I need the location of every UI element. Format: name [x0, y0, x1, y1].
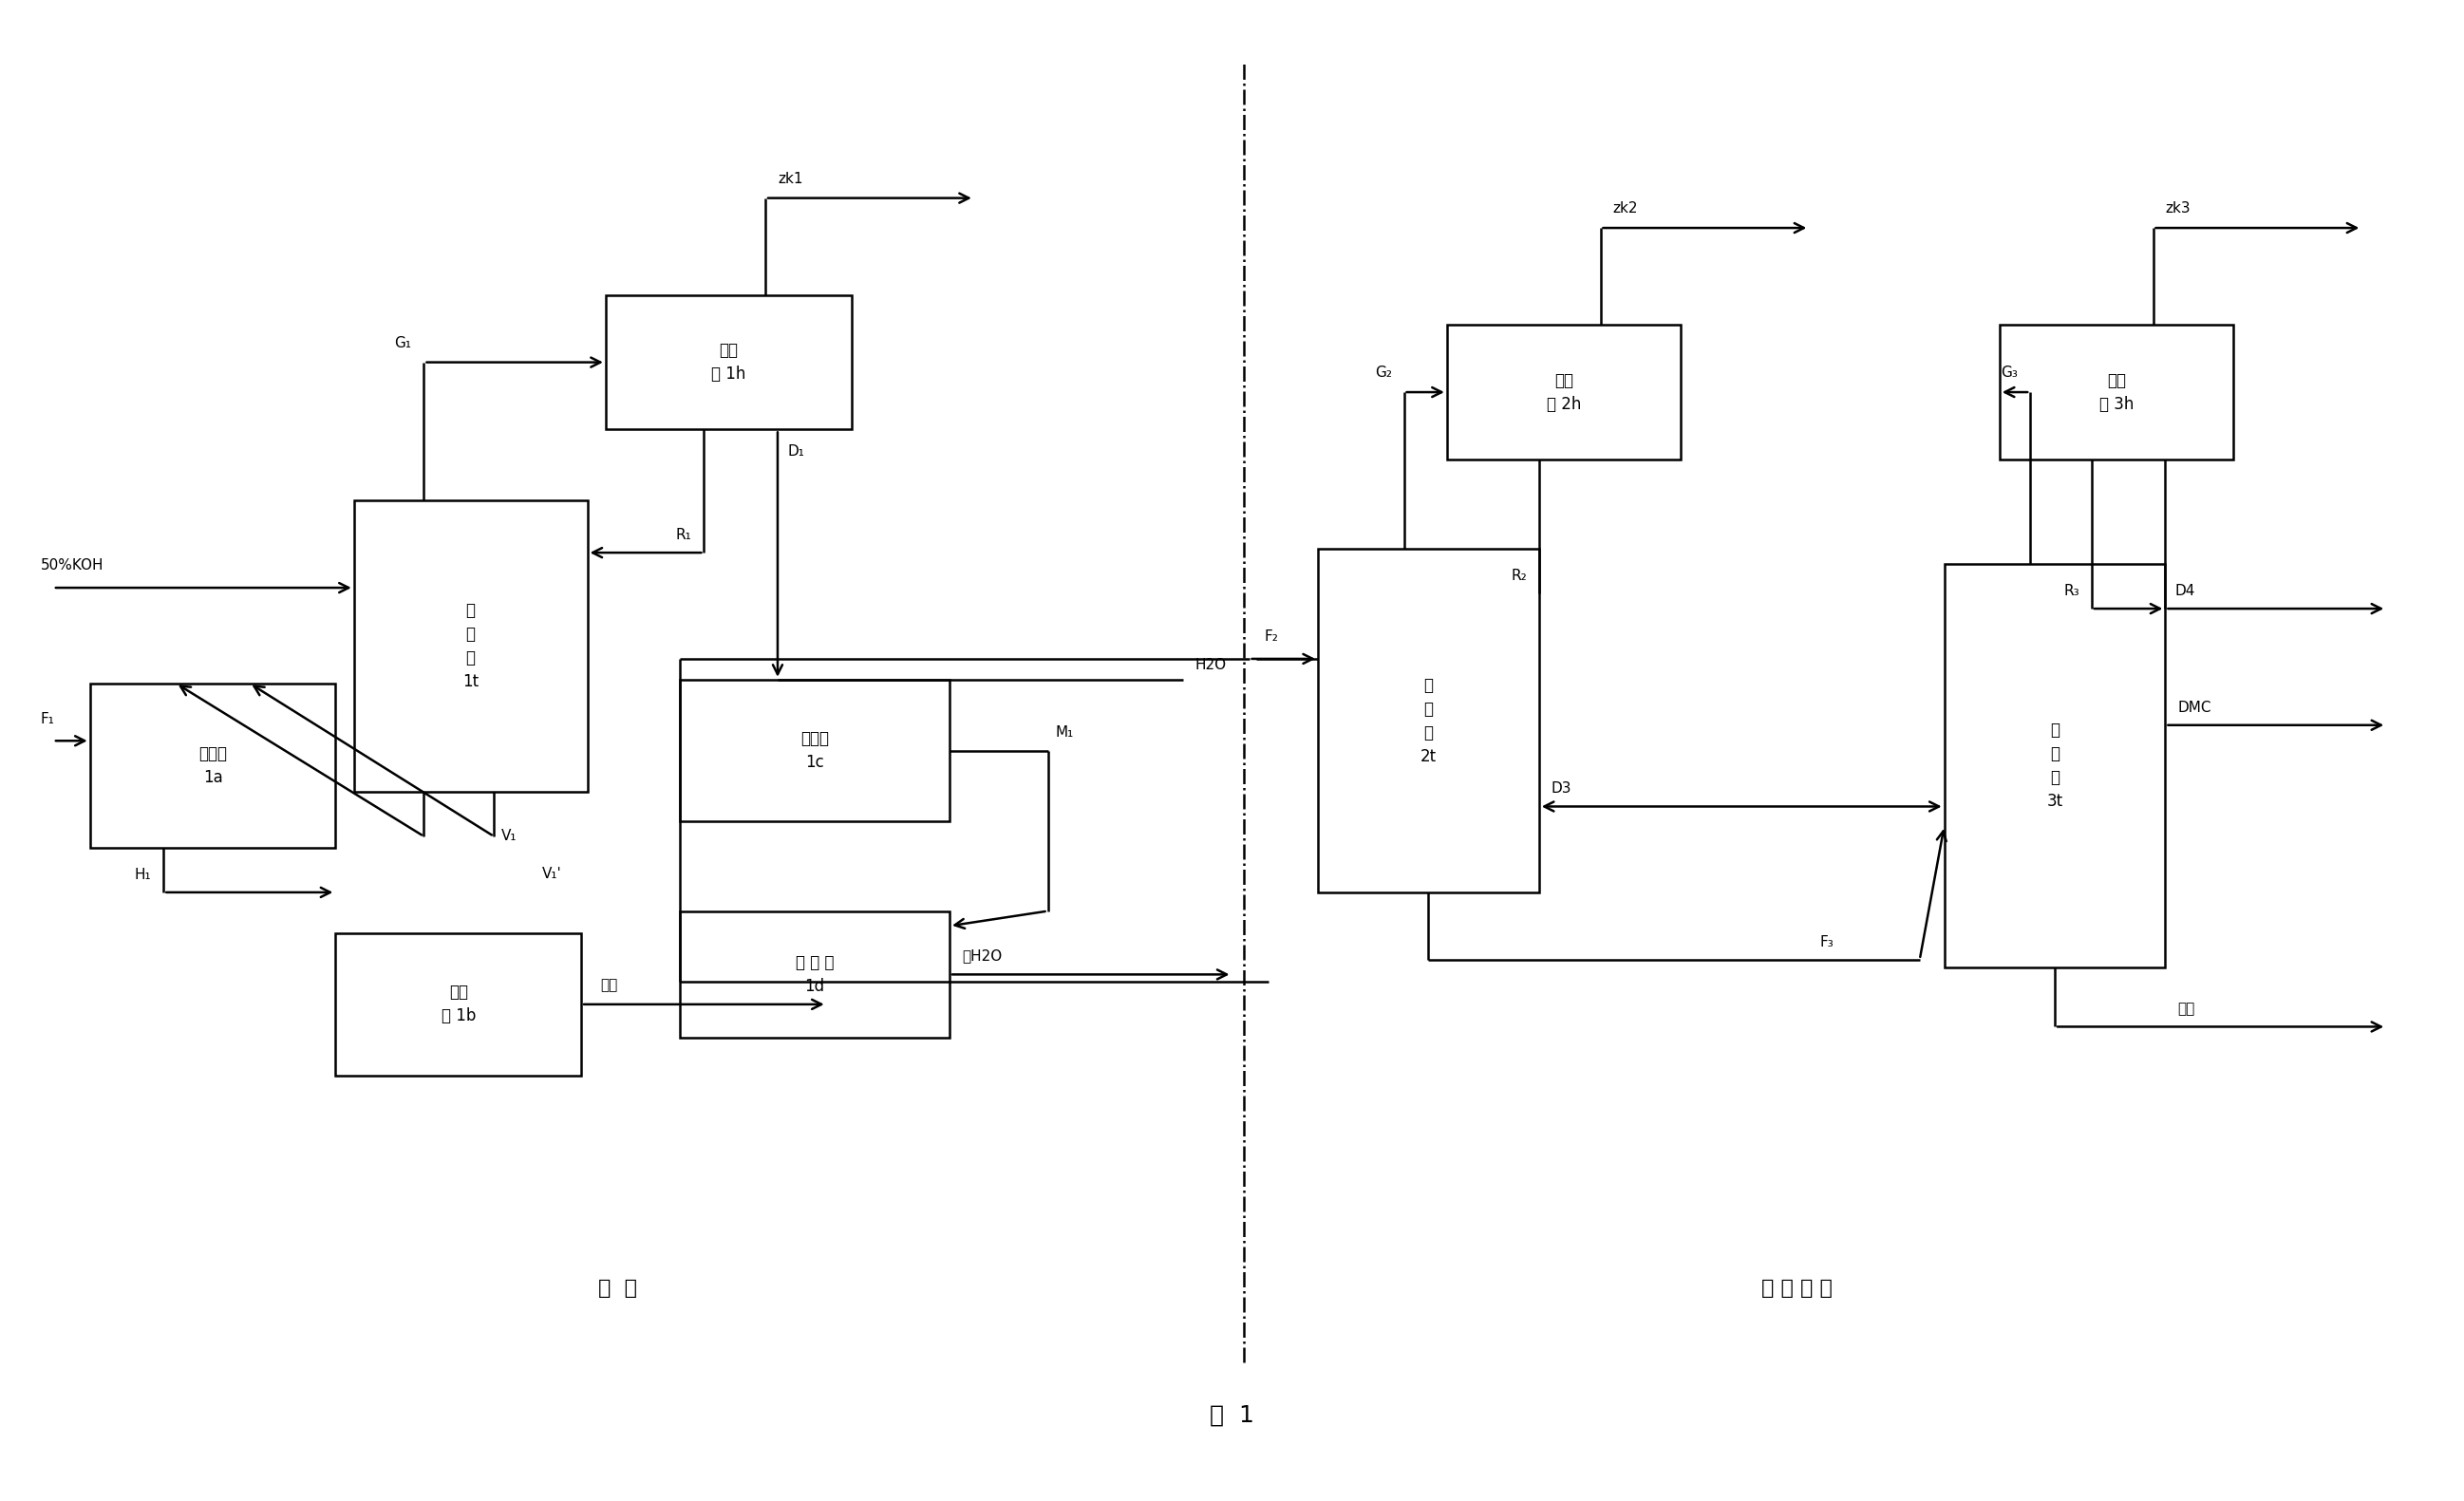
Text: F₃: F₃	[1821, 935, 1833, 949]
Text: 冷凝
器 2h: 冷凝 器 2h	[1547, 372, 1582, 413]
Text: 冷凝
器 3h: 冷凝 器 3h	[2099, 372, 2134, 413]
Text: R₂: R₂	[1510, 569, 1528, 584]
Text: 废渣: 废渣	[601, 979, 618, 992]
Text: 裂  解: 裂 解	[599, 1279, 638, 1297]
Text: 逼干
釜 1b: 逼干 釜 1b	[441, 985, 476, 1025]
Bar	[335, 934, 582, 1075]
Text: V₁': V₁'	[542, 866, 562, 881]
Text: DMC: DMC	[2178, 701, 2210, 714]
Text: D4: D4	[2176, 584, 2195, 599]
Text: V₁: V₁	[500, 829, 517, 844]
Bar	[1318, 549, 1540, 892]
Text: R₃: R₃	[2062, 584, 2080, 599]
Text: 分 水 器
1d: 分 水 器 1d	[796, 955, 833, 995]
Text: 脱
高
塔
3t: 脱 高 塔 3t	[2048, 722, 2062, 809]
Text: G₃: G₃	[2001, 366, 2018, 380]
Text: 裂解釜
1a: 裂解釜 1a	[200, 744, 227, 787]
Bar	[89, 683, 335, 848]
Text: zk2: zk2	[1614, 201, 1639, 216]
Bar	[355, 500, 586, 791]
Text: D3: D3	[1552, 782, 1572, 796]
Bar	[1944, 564, 2166, 967]
Text: G₂: G₂	[1375, 366, 1392, 380]
Text: D₁: D₁	[788, 444, 803, 459]
Text: 水煮釜
1c: 水煮釜 1c	[801, 729, 828, 772]
Text: 环 体 蒸 馏: 环 体 蒸 馏	[1762, 1279, 1833, 1297]
Bar	[1998, 326, 2232, 459]
Bar	[680, 911, 949, 1037]
Text: H2O: H2O	[1195, 657, 1227, 672]
Bar	[606, 296, 850, 429]
Text: H₁: H₁	[136, 868, 150, 883]
Bar	[1446, 326, 1680, 459]
Text: R₁: R₁	[675, 528, 692, 542]
Text: 裂
解
塔
1t: 裂 解 塔 1t	[463, 602, 478, 690]
Text: 图  1: 图 1	[1210, 1403, 1254, 1426]
Text: 冷凝
器 1h: 冷凝 器 1h	[712, 342, 747, 383]
Bar	[680, 680, 949, 821]
Text: F₁: F₁	[42, 711, 54, 726]
Text: G₁: G₁	[394, 336, 411, 350]
Text: zk1: zk1	[779, 173, 803, 186]
Text: zk3: zk3	[2166, 201, 2190, 216]
Text: F₂: F₂	[1264, 629, 1279, 644]
Text: M₁: M₁	[1055, 726, 1074, 740]
Text: 废H2O: 废H2O	[961, 949, 1003, 962]
Text: 脱
低
塔
2t: 脱 低 塔 2t	[1419, 677, 1437, 766]
Text: 高环: 高环	[2178, 1003, 2195, 1016]
Text: 50%KOH: 50%KOH	[42, 558, 103, 573]
